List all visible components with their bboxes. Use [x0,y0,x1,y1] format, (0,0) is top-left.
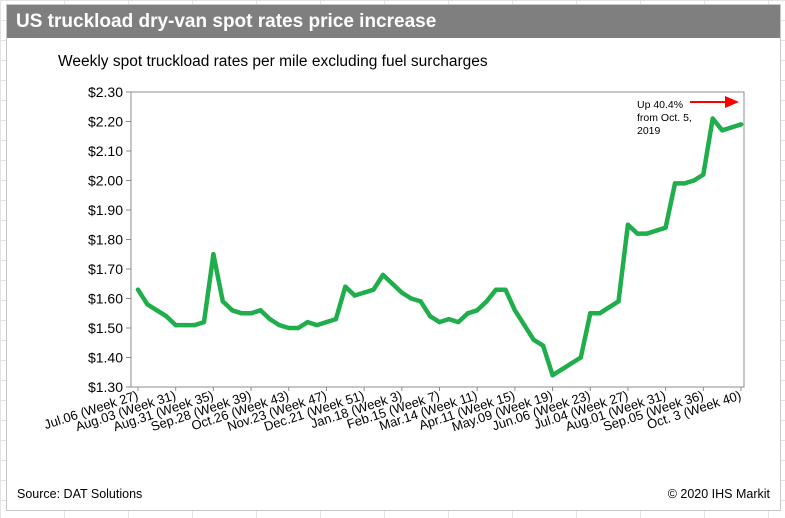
data-point [239,311,244,316]
data-point [446,316,452,322]
data-point [663,225,668,230]
data-point [474,308,480,313]
data-point [173,322,178,328]
data-point [456,319,461,325]
data-point [295,325,301,331]
data-point [654,228,659,233]
data-point [258,308,263,313]
source-note: Source: DAT Solutions [17,487,143,501]
data-point [399,290,405,295]
data-point [588,311,593,316]
page-title: US truckload dry-van spot rates price in… [7,5,780,38]
annotation-arrow-head [725,96,739,108]
data-point [531,337,536,342]
data-point [512,308,518,313]
y-tick-label: $1.90 [88,202,123,218]
data-point [710,116,715,121]
data-point [465,311,470,316]
data-point [540,343,546,348]
data-point [578,355,584,360]
y-tick-label: $2.10 [88,143,123,159]
data-point [409,296,414,301]
data-point [380,272,386,278]
data-point [248,311,254,316]
y-tick-label: $1.70 [88,261,123,277]
data-point [729,125,734,130]
data-point [361,290,367,295]
y-axis: $1.30 $1.40 $1.50 $1.60 $1.70 $1.80 $1.90 $2.00… [88,84,131,395]
chart-subtitle: Weekly spot truckload rates per mile exc… [58,53,488,70]
data-point [267,316,273,322]
data-point [644,231,649,236]
data-point [493,287,499,292]
series-points [135,116,744,378]
y-tick-label: $1.60 [88,291,123,307]
data-point [154,308,160,313]
x-axis: Jul.06 (Week 27)Aug.03 (Week 31)Aug.31 (… [42,387,743,434]
data-point [522,322,527,328]
data-point [559,367,565,372]
data-point [220,299,225,304]
y-tick-label: $1.40 [88,350,123,366]
data-point [550,373,555,378]
y-tick-label: $1.50 [88,320,123,336]
y-tick-label: $2.00 [88,173,123,189]
data-point [305,319,310,325]
y-tick-label: $2.20 [88,114,123,130]
copyright-note: © 2020 IHS Markit [667,487,770,501]
data-point [597,311,602,316]
data-point [503,287,508,292]
data-point [230,308,235,313]
data-point [682,181,687,186]
data-point [164,314,169,319]
data-point [182,322,188,328]
data-point [701,172,706,177]
y-tick-label: $1.80 [88,232,123,248]
data-point [635,231,640,236]
annotation-line-1: Up 40.4% [637,99,683,111]
plot-area [130,91,745,388]
annotation-line-2: from Oct. 5, [637,112,692,124]
data-point [286,325,291,331]
data-point [484,299,489,304]
data-point [135,287,141,292]
data-point [277,322,282,328]
data-point [390,281,395,286]
y-tick-label: $1.30 [88,379,123,395]
annotation: Up 40.4% from Oct. 5, 2019 [637,96,739,137]
data-point [569,361,574,366]
data-point [427,314,433,319]
data-point [738,122,744,127]
data-point [343,284,348,289]
data-point [672,181,678,186]
data-point [324,319,329,325]
data-point [314,322,320,328]
data-point [145,302,150,307]
data-point [625,222,631,227]
data-point [371,287,376,292]
data-point [719,128,725,133]
data-point [211,252,216,257]
data-point [352,293,357,298]
data-point [333,316,339,322]
data-point [691,178,697,183]
data-point [606,305,612,310]
data-point [201,319,207,325]
data-point [192,322,197,328]
annotation-line-3: 2019 [637,125,661,137]
data-point [437,319,442,325]
data-point [418,299,423,304]
y-tick-label: $2.30 [88,84,123,100]
data-point [616,299,621,304]
